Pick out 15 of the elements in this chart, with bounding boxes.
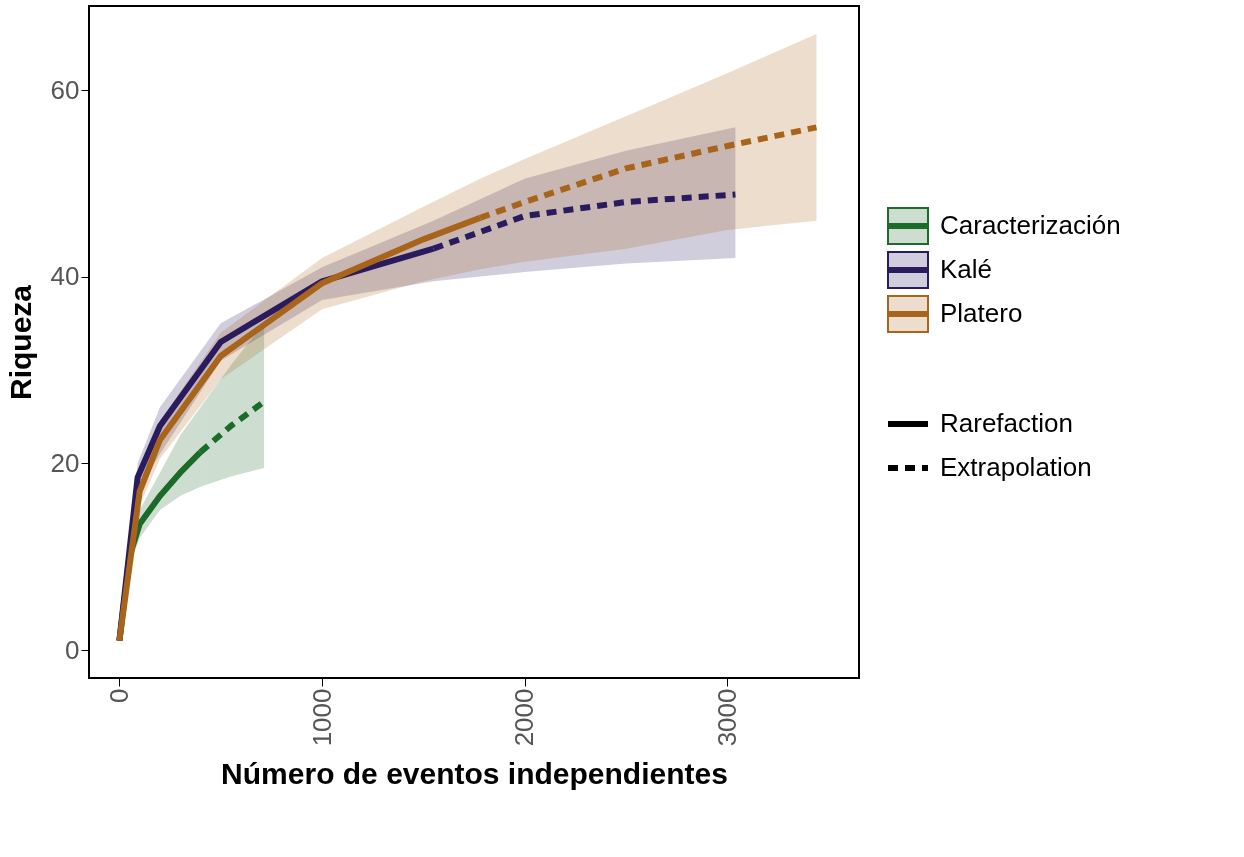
y-axis-title: Riqueza [3, 284, 37, 401]
text: Extrapolation [940, 452, 1092, 482]
y-tick-label: 60 [50, 74, 80, 105]
text: Rarefaction [940, 408, 1073, 438]
legend-label: Platero [940, 298, 1023, 328]
x-tick-label: 2000 [509, 688, 540, 747]
legend-label: Kalé [940, 254, 993, 284]
x-tick-label: 0 [103, 688, 134, 703]
y-tick-label: 40 [50, 261, 80, 292]
x-axis-title: Número de eventos independientes [221, 757, 728, 791]
x-tick-label: 3000 [711, 688, 742, 747]
y-tick-label: 20 [50, 447, 80, 478]
x-tick-label: 1000 [306, 688, 337, 747]
y-tick-label: 0 [65, 634, 80, 665]
legend-label: Caracterización [940, 210, 1121, 240]
